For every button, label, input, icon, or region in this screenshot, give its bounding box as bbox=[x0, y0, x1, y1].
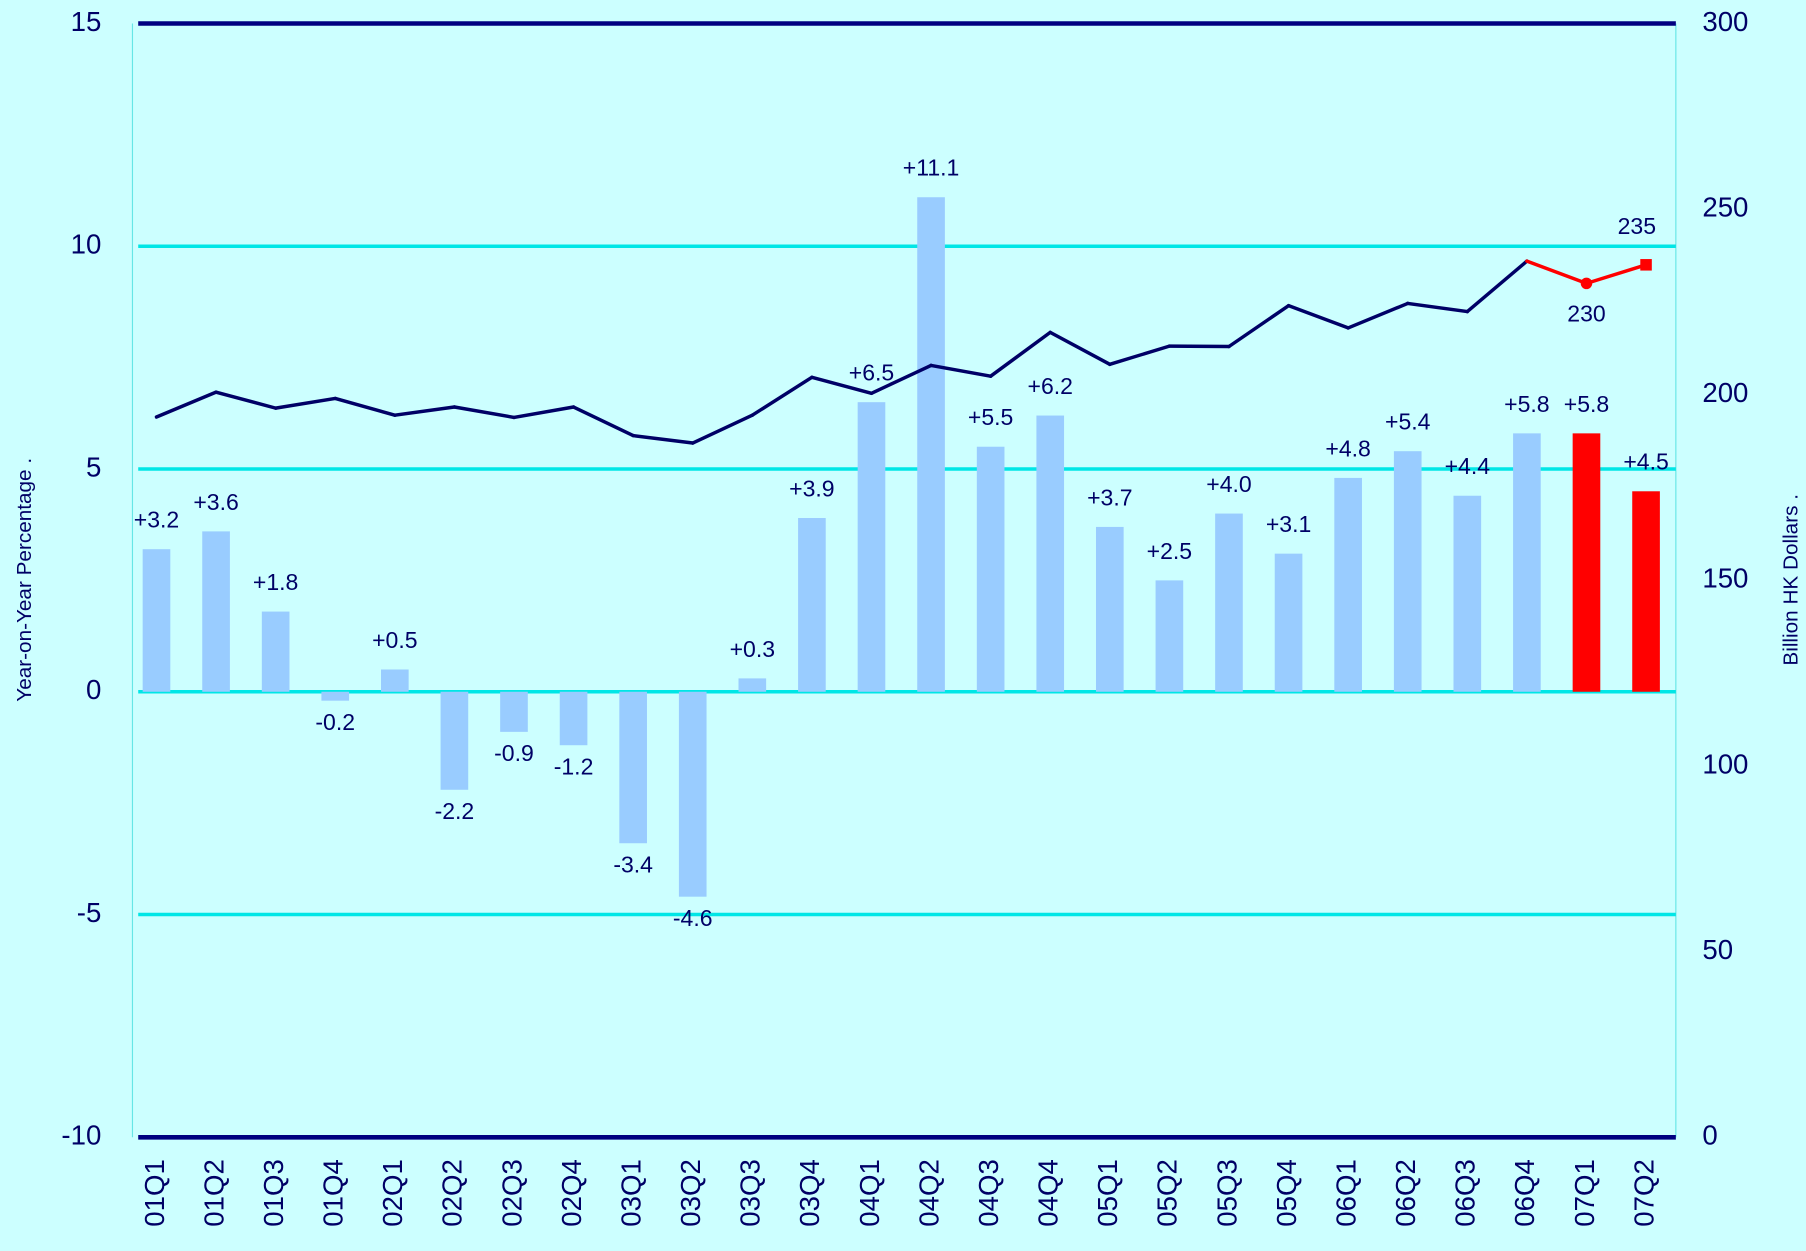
y-tick-label: -10 bbox=[61, 1120, 101, 1151]
x-tick-label: 02Q4 bbox=[556, 1159, 587, 1227]
x-tick-label: 06Q2 bbox=[1390, 1159, 1421, 1227]
y2-tick-label: 0 bbox=[1702, 1120, 1717, 1151]
x-tick-label: 04Q4 bbox=[1033, 1159, 1064, 1227]
bar bbox=[202, 531, 230, 691]
bar bbox=[858, 402, 886, 692]
bar bbox=[1453, 496, 1481, 692]
bar bbox=[917, 197, 945, 692]
bar bbox=[1334, 478, 1362, 692]
line-marker bbox=[1640, 259, 1652, 271]
x-tick-label: 01Q1 bbox=[139, 1159, 170, 1227]
y2-tick-label: 50 bbox=[1702, 934, 1733, 965]
bar-value-label: +3.7 bbox=[1087, 484, 1132, 510]
bar-value-label: +4.5 bbox=[1623, 449, 1668, 475]
x-tick-label: 05Q1 bbox=[1092, 1159, 1123, 1227]
x-tick-label: 01Q4 bbox=[318, 1159, 349, 1227]
bar bbox=[977, 447, 1005, 692]
bar-value-label: -3.4 bbox=[613, 851, 653, 877]
bar-value-label: -1.2 bbox=[554, 753, 594, 779]
x-tick-label: 06Q4 bbox=[1509, 1159, 1540, 1227]
bar bbox=[1573, 433, 1601, 691]
y2-tick-label: 100 bbox=[1702, 748, 1748, 779]
bar-value-label: +5.5 bbox=[968, 404, 1013, 430]
y-axis-label: Year-on-Year Percentage . bbox=[13, 458, 36, 702]
y2-tick-label: 250 bbox=[1702, 191, 1748, 222]
bar bbox=[1394, 451, 1422, 692]
bar bbox=[1632, 491, 1660, 691]
bar bbox=[1215, 514, 1243, 692]
bar bbox=[1096, 527, 1124, 692]
bar bbox=[1156, 580, 1184, 691]
y-tick-label: 5 bbox=[86, 451, 101, 482]
bar bbox=[441, 692, 469, 790]
bar-value-label: +0.5 bbox=[372, 627, 417, 653]
line-value-label: 235 bbox=[1618, 213, 1656, 239]
x-tick-label: 07Q2 bbox=[1628, 1159, 1659, 1227]
bar-value-label: +6.2 bbox=[1028, 373, 1073, 399]
x-tick-label: 03Q2 bbox=[675, 1159, 706, 1227]
y2-tick-label: 200 bbox=[1702, 377, 1748, 408]
bar-value-label: +1.8 bbox=[253, 569, 298, 595]
y2-axis-label: Billion HK Dollars . bbox=[1780, 494, 1803, 666]
y-tick-label: 15 bbox=[71, 6, 102, 37]
x-tick-label: 05Q4 bbox=[1271, 1159, 1302, 1227]
bar-value-label: +3.6 bbox=[193, 489, 238, 515]
x-tick-label: 02Q1 bbox=[377, 1159, 408, 1227]
bar bbox=[262, 612, 290, 692]
x-tick-label: 06Q1 bbox=[1330, 1159, 1361, 1227]
bar-value-label: -4.6 bbox=[673, 905, 713, 931]
x-tick-label: 04Q3 bbox=[973, 1159, 1004, 1227]
bar bbox=[381, 669, 409, 691]
x-tick-label: 06Q3 bbox=[1450, 1159, 1481, 1227]
x-tick-label: 04Q1 bbox=[854, 1159, 885, 1227]
x-tick-label: 02Q2 bbox=[437, 1159, 468, 1227]
bar-value-label: -2.2 bbox=[435, 798, 475, 824]
line-value-label: 230 bbox=[1567, 301, 1605, 327]
bar-value-label: -0.2 bbox=[315, 709, 355, 735]
bar-value-label: +3.9 bbox=[789, 475, 834, 501]
bar-value-label: +0.3 bbox=[730, 636, 775, 662]
x-tick-label: 04Q2 bbox=[913, 1159, 944, 1227]
y-tick-label: 0 bbox=[86, 674, 101, 705]
x-tick-label: 05Q3 bbox=[1211, 1159, 1242, 1227]
x-tick-label: 03Q3 bbox=[735, 1159, 766, 1227]
bar-value-label: +3.1 bbox=[1266, 511, 1311, 537]
bar bbox=[1036, 416, 1064, 692]
bar-value-label: +5.8 bbox=[1504, 391, 1549, 417]
x-tick-label: 01Q2 bbox=[198, 1159, 229, 1227]
x-tick-label: 01Q3 bbox=[258, 1159, 289, 1227]
bar-value-label: +2.5 bbox=[1147, 538, 1192, 564]
bar bbox=[143, 549, 171, 692]
bar-value-label: +11.1 bbox=[903, 155, 960, 181]
bar bbox=[560, 692, 588, 745]
x-tick-label: 03Q1 bbox=[615, 1159, 646, 1227]
bar-value-label: +4.4 bbox=[1445, 453, 1491, 479]
bar-value-label: +4.8 bbox=[1325, 435, 1370, 461]
bar bbox=[321, 692, 349, 701]
y-tick-label: -5 bbox=[77, 897, 102, 928]
bar-value-label: +6.5 bbox=[849, 360, 894, 386]
bar-value-label: +4.0 bbox=[1206, 471, 1251, 497]
y-tick-label: 10 bbox=[71, 229, 102, 260]
x-tick-label: 05Q2 bbox=[1152, 1159, 1183, 1227]
bar-value-label: +5.8 bbox=[1564, 391, 1609, 417]
bar-value-label: -0.9 bbox=[494, 740, 534, 766]
bar-value-label: +5.4 bbox=[1385, 409, 1431, 435]
y2-tick-label: 150 bbox=[1702, 563, 1748, 594]
bar bbox=[1275, 554, 1303, 692]
bar-value-label: +3.2 bbox=[134, 507, 179, 533]
bar bbox=[500, 692, 528, 732]
bar bbox=[679, 692, 707, 897]
bar bbox=[619, 692, 647, 843]
line-marker bbox=[1581, 278, 1593, 290]
x-tick-label: 07Q1 bbox=[1569, 1159, 1600, 1227]
bar bbox=[1513, 433, 1541, 691]
y2-tick-label: 300 bbox=[1702, 6, 1748, 37]
bar bbox=[798, 518, 826, 692]
x-tick-label: 02Q3 bbox=[496, 1159, 527, 1227]
bar bbox=[738, 678, 766, 691]
x-tick-label: 03Q4 bbox=[794, 1159, 825, 1227]
